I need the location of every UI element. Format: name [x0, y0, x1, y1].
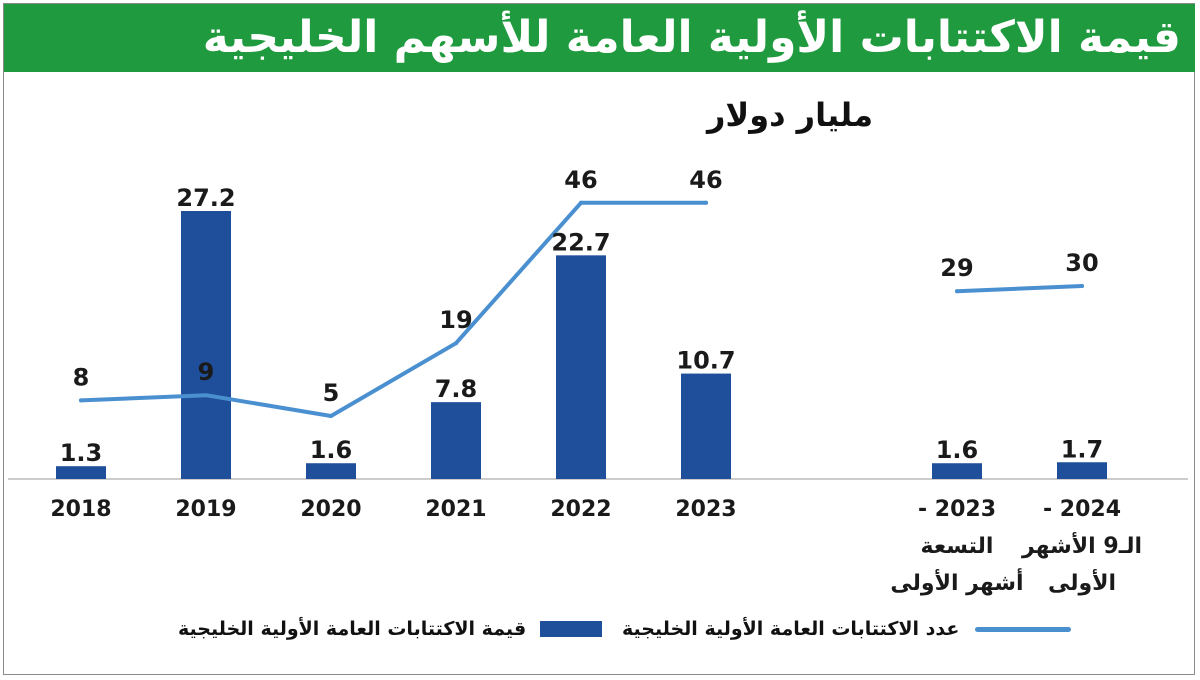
line-point-0: [79, 398, 83, 403]
legend-bar-swatch: [540, 621, 603, 637]
bar-value-label: 10.7: [676, 347, 735, 375]
x-tick-label: 2022: [550, 497, 611, 522]
line-point-4: [579, 200, 583, 205]
bar-2021: [431, 402, 481, 479]
bar-2023 - التسعة أشهر الأولى: [932, 463, 982, 479]
bar-value-label: 7.8: [435, 375, 478, 403]
line-point-6: [955, 289, 959, 294]
x-tick-label: أشهر الأولى: [890, 567, 1023, 596]
line-value-label: 29: [940, 254, 973, 282]
line-point-5: [704, 200, 708, 205]
legend-line-item: عدد الاكتتابات العامة الأولية الخليجية: [622, 612, 1072, 646]
legend-line-label: عدد الاكتتابات العامة الأولية الخليجية: [622, 618, 960, 640]
bar-value-label: 1.6: [310, 436, 353, 464]
line-value-label: 30: [1065, 249, 1098, 277]
chart-subtitle: مليار دولار: [706, 96, 874, 134]
x-tick-label: 2023 -: [918, 497, 996, 522]
x-tick-label: الأولى: [1048, 568, 1116, 596]
bar-2024 - الـ9 الأشهر الأولى: [1057, 462, 1107, 479]
bar-2019: [181, 211, 231, 479]
line-value-label: 9: [198, 358, 215, 386]
bar-value-label: 27.2: [176, 184, 235, 212]
x-tick-label: 2024 -: [1043, 497, 1121, 522]
line-value-label: 46: [564, 166, 597, 194]
line-point-3: [454, 341, 458, 346]
line-value-label: 5: [323, 379, 340, 407]
bar-2020: [306, 463, 356, 479]
x-tick-label: 2021: [425, 497, 486, 522]
bar-2022: [556, 255, 606, 479]
page-title: قيمة الاكتتابات الأولية العامة للأسهم ال…: [202, 12, 1181, 63]
x-tick-label: 2020: [300, 497, 361, 522]
bar-value-label: 22.7: [551, 228, 610, 256]
line-point-1: [204, 393, 208, 398]
bar-2023: [681, 373, 731, 479]
legend-bar-label: قيمة الاكتتابات العامة الأولية الخليجية: [178, 618, 527, 640]
x-tick-label: 2019: [175, 497, 236, 522]
bar-value-label: 1.3: [60, 439, 103, 467]
x-tick-label: 2018: [50, 497, 111, 522]
line-segment-2: [955, 284, 1084, 294]
x-tick-label: التسعة: [921, 534, 994, 559]
legend-bar-item: قيمة الاكتتابات العامة الأولية الخليجية: [178, 612, 603, 646]
x-tick-label: 2023: [675, 497, 736, 522]
bar-2018: [56, 466, 106, 479]
x-tick-label: الـ9 الأشهر: [1021, 531, 1142, 559]
line-segment-1: [79, 200, 708, 418]
title-banner: قيمة الاكتتابات الأولية العامة للأسهم ال…: [4, 4, 1195, 72]
line-value-label: 8: [73, 363, 90, 391]
line-value-label: 46: [689, 166, 722, 194]
legend-line-swatch: [975, 626, 1072, 632]
line-point-2: [329, 414, 333, 418]
bar-value-label: 1.7: [1061, 435, 1104, 463]
bar-value-label: 1.6: [936, 436, 979, 464]
line-point-7: [1080, 284, 1084, 288]
line-value-label: 19: [439, 306, 472, 334]
